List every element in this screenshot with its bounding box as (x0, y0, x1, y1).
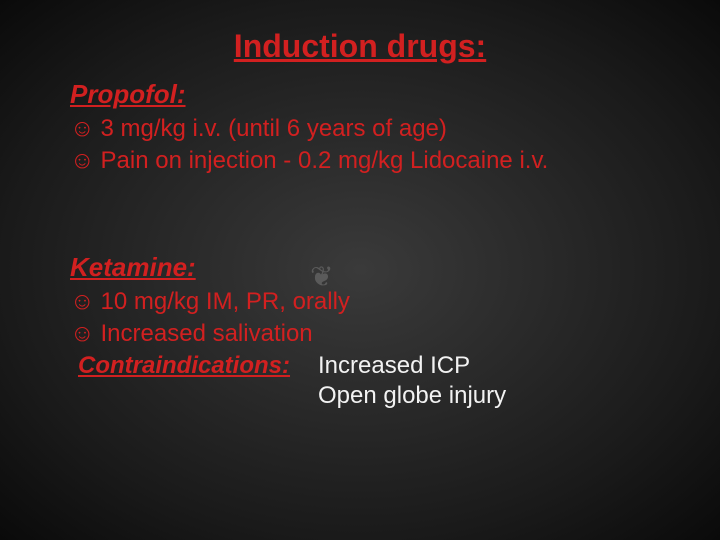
ketamine-bullet-2: ☺Increased salivation (70, 319, 650, 349)
ketamine-bullet-1: ☺10 mg/kg IM, PR, orally (70, 287, 650, 317)
contra-item-2: Open globe injury (318, 381, 506, 411)
smiley-icon: ☺ (70, 114, 95, 144)
spacer (70, 178, 650, 248)
propofol-heading: Propofol: (70, 79, 650, 110)
ketamine-heading: Ketamine: (70, 252, 650, 283)
propofol-bullet-1-text: 3 mg/kg i.v. (until 6 years of age) (101, 115, 447, 142)
smiley-icon: ☺ (70, 146, 95, 176)
propofol-bullet-2-text: Pain on injection - 0.2 mg/kg Lidocaine … (101, 147, 549, 174)
ketamine-bullet-2-text: Increased salivation (101, 320, 313, 347)
smiley-icon: ☺ (70, 287, 95, 317)
contra-items: Increased ICP Open globe injury (318, 351, 506, 411)
smiley-icon: ☺ (70, 319, 95, 349)
slide: Induction drugs: Propofol: ☺3 mg/kg i.v.… (0, 0, 720, 540)
contraindications-row: Contraindications: Increased ICP Open gl… (70, 351, 650, 411)
propofol-bullet-1: ☺3 mg/kg i.v. (until 6 years of age) (70, 114, 650, 144)
contra-label: Contraindications: (78, 352, 290, 380)
contra-item-1: Increased ICP (318, 351, 506, 381)
propofol-bullet-2: ☺Pain on injection - 0.2 mg/kg Lidocaine… (70, 146, 650, 176)
slide-title: Induction drugs: (70, 28, 650, 65)
ketamine-bullet-1-text: 10 mg/kg IM, PR, orally (101, 288, 350, 315)
